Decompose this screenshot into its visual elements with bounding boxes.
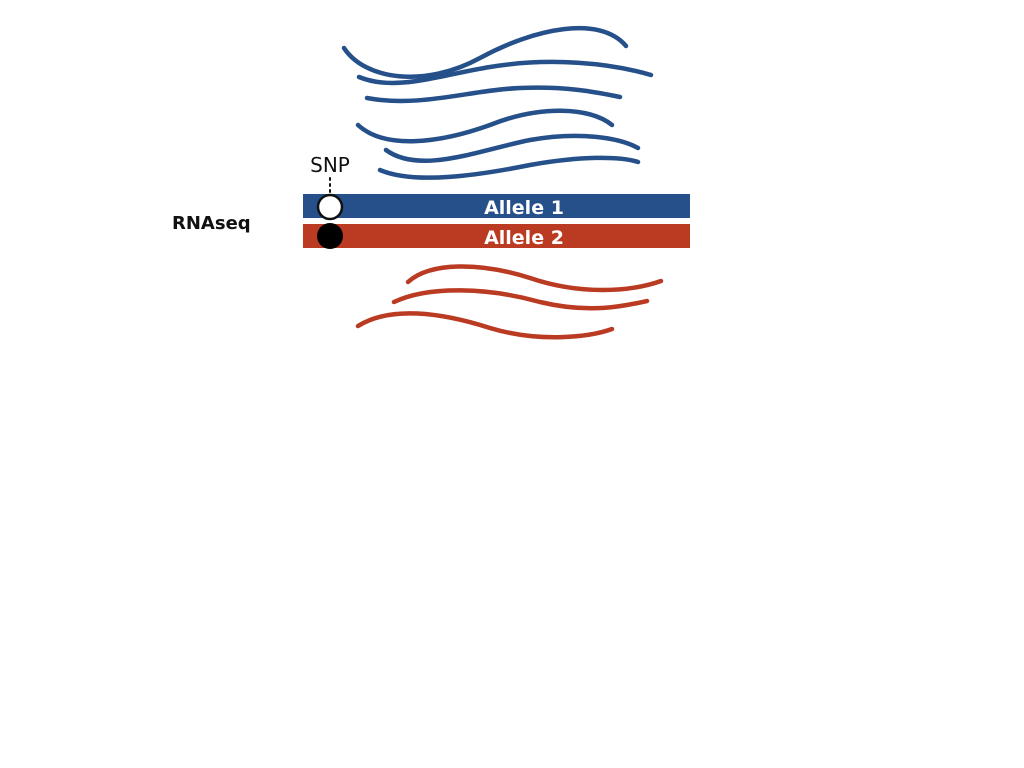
allele-2-label: Allele 2 [484, 227, 564, 249]
allele-1-bar: Allele 1 [303, 193, 690, 221]
read-allele-1 [377, 155, 641, 180]
method-label: RNAseq [172, 213, 251, 234]
read-allele-2 [405, 264, 664, 293]
read-allele-2 [391, 288, 650, 311]
allele-1-label: Allele 1 [484, 197, 564, 219]
read-allele-1 [355, 108, 615, 144]
snp-open-marker [316, 193, 344, 221]
read-allele-1 [383, 133, 641, 164]
allele-2-bar-rect [303, 224, 690, 248]
read-allele-1 [341, 26, 629, 79]
allele-1-bar-rect [303, 194, 690, 218]
read-allele-2 [355, 311, 615, 340]
read-allele-1 [364, 85, 623, 104]
allele-1-reads [341, 26, 654, 180]
read-allele-1 [356, 59, 654, 86]
snp-label: SNP [310, 153, 350, 177]
allele-2-reads [355, 264, 664, 340]
snp-filled-marker [317, 223, 343, 249]
allele-2-bar: Allele 2 [303, 223, 690, 249]
